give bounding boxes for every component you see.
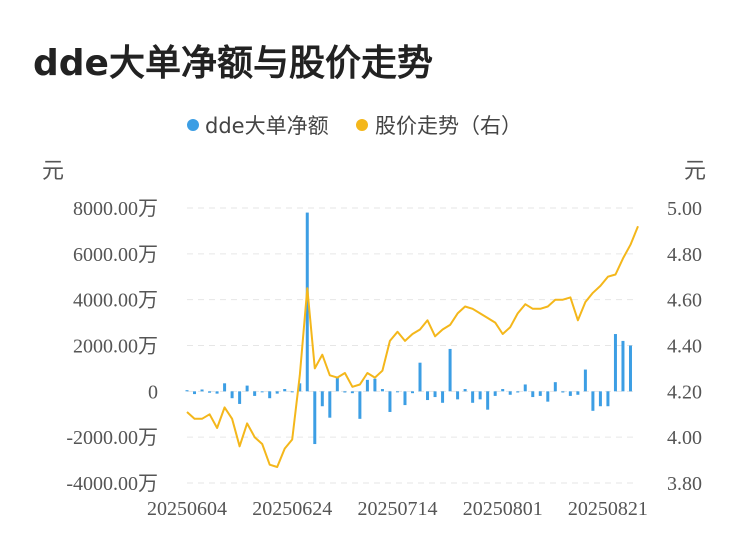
legend-label-price: 股价走势（右） bbox=[375, 114, 522, 138]
left-tick-label: 0 bbox=[148, 381, 158, 403]
dde-bar bbox=[576, 391, 580, 395]
dde-bar bbox=[230, 391, 234, 399]
dde-bar bbox=[208, 391, 212, 393]
dde-bar bbox=[328, 391, 332, 418]
right-tick-label: 3.80 bbox=[667, 473, 702, 495]
dde-bar bbox=[456, 391, 460, 400]
right-tick-label: 4.40 bbox=[667, 336, 702, 358]
x-tick-label: 20250801 bbox=[463, 498, 543, 520]
left-tick-label: -2000.00万 bbox=[66, 427, 158, 449]
dde-bar bbox=[200, 389, 204, 392]
dde-bar bbox=[320, 391, 324, 407]
dde-bar bbox=[478, 391, 482, 400]
chart-title: dde大单净额与股价走势 bbox=[33, 43, 433, 84]
right-tick-label: 4.00 bbox=[667, 427, 702, 449]
left-tick-label: 8000.00万 bbox=[73, 198, 158, 220]
dde-bar bbox=[380, 389, 384, 392]
dde-bar bbox=[433, 391, 437, 398]
dde-bar bbox=[568, 391, 572, 396]
dde-bar bbox=[411, 391, 414, 394]
right-unit-label: 元 bbox=[684, 159, 706, 184]
dde-bar bbox=[350, 391, 354, 394]
dde-bar bbox=[358, 391, 362, 419]
x-tick-label: 20250604 bbox=[147, 498, 227, 520]
dde-bar bbox=[471, 391, 475, 403]
dde-bar bbox=[260, 391, 264, 393]
dde-bar bbox=[313, 391, 317, 445]
legend-dot-price bbox=[356, 119, 368, 131]
dde-bar bbox=[365, 379, 369, 392]
left-tick-label: 4000.00万 bbox=[73, 290, 158, 312]
x-tick-label: 20250624 bbox=[252, 498, 332, 520]
price-line bbox=[186, 225, 639, 468]
dde-bar bbox=[373, 378, 377, 392]
left-tick-label: 6000.00万 bbox=[73, 244, 158, 266]
dde-bar bbox=[561, 391, 565, 393]
dde-bar bbox=[283, 389, 287, 392]
right-tick-label: 4.60 bbox=[667, 290, 702, 312]
dde-bar bbox=[628, 345, 632, 392]
legend-label-dde: dde大单净额 bbox=[205, 114, 329, 138]
dde-bar bbox=[223, 383, 227, 392]
x-tick-label: 20250821 bbox=[568, 498, 648, 520]
dde-bar bbox=[245, 385, 249, 392]
dde-bar bbox=[275, 391, 279, 394]
x-tick-label: 20250714 bbox=[357, 498, 437, 520]
dde-bar bbox=[501, 389, 505, 392]
dde-bar bbox=[613, 334, 617, 392]
left-tick-label: -4000.00万 bbox=[66, 473, 158, 495]
dde-bar bbox=[538, 391, 542, 396]
dde-bar bbox=[486, 391, 490, 410]
dde-bar bbox=[516, 391, 520, 393]
dde-bar bbox=[305, 212, 309, 392]
dde-bar bbox=[598, 391, 602, 407]
dde-bar bbox=[238, 391, 242, 404]
dde-bar bbox=[343, 391, 347, 393]
dde-bar bbox=[463, 389, 467, 392]
dde-bar bbox=[606, 391, 610, 407]
dde-bar bbox=[441, 391, 445, 403]
dde-bar bbox=[546, 391, 550, 402]
dde-bar bbox=[388, 391, 392, 412]
dde-bar bbox=[290, 391, 294, 393]
dde-bar bbox=[493, 391, 497, 396]
dde-bar bbox=[193, 391, 197, 395]
dde-bar bbox=[553, 382, 557, 392]
dde-bar bbox=[215, 391, 219, 394]
dde-bar bbox=[395, 391, 399, 393]
dde-bar bbox=[268, 391, 272, 399]
legend-dot-dde bbox=[187, 119, 199, 131]
dde-bar bbox=[531, 391, 535, 398]
dde-bar bbox=[523, 384, 527, 392]
dde-bar bbox=[298, 383, 302, 392]
dde-bar bbox=[508, 391, 512, 395]
dde-bar bbox=[426, 391, 430, 401]
dde-bar bbox=[583, 369, 587, 392]
right-tick-label: 5.00 bbox=[667, 198, 702, 220]
left-tick-label: 2000.00万 bbox=[73, 336, 158, 358]
right-tick-label: 4.80 bbox=[667, 244, 702, 266]
dde-bar bbox=[591, 391, 595, 411]
dde-bar bbox=[403, 391, 407, 406]
dde-bar bbox=[418, 362, 422, 392]
right-tick-label: 4.20 bbox=[667, 381, 702, 403]
dde-bar bbox=[185, 390, 189, 392]
dde-bar bbox=[253, 391, 257, 396]
left-unit-label: 元 bbox=[42, 159, 64, 184]
dde-bar bbox=[335, 377, 339, 392]
dde-bar bbox=[448, 348, 452, 392]
dde-bar bbox=[621, 340, 625, 392]
